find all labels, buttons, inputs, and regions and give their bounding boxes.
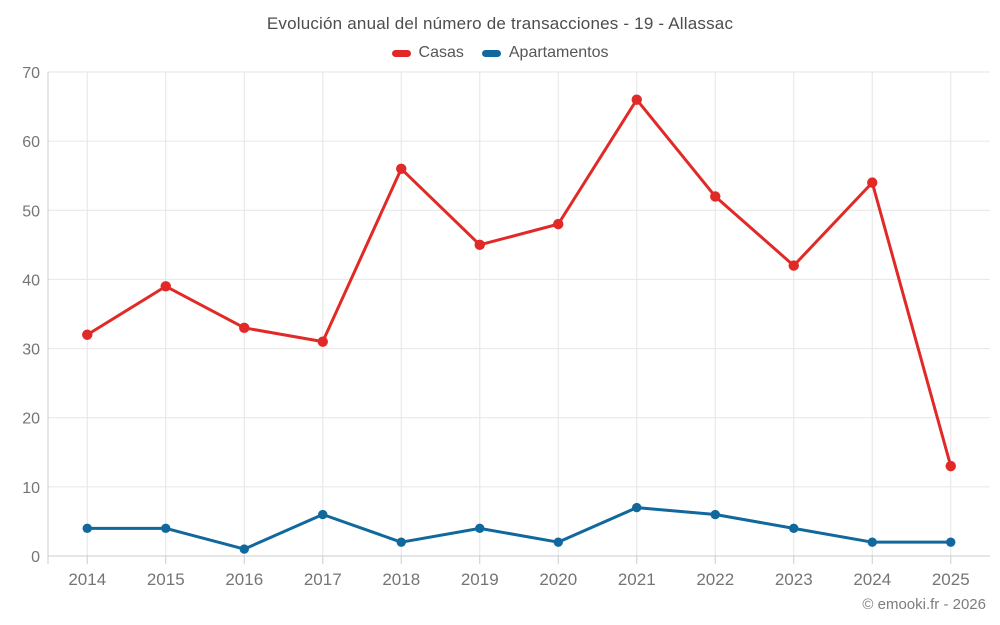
y-tick-label: 30 [22,342,40,359]
data-point-casas-2024[interactable] [867,177,878,188]
x-tick-label: 2015 [147,570,185,589]
x-tick-label: 2019 [461,570,499,589]
legend-item-apartamentos[interactable]: Apartamentos [481,44,609,62]
x-tick-label: 2017 [304,570,342,589]
series-line-apartamentos[interactable] [85,506,953,551]
data-point-apartamentos-2016[interactable] [239,544,249,554]
y-tick-label: 70 [22,65,40,82]
legend-label-casas: Casas [418,44,464,61]
data-point-casas-2023[interactable] [788,260,799,271]
data-point-apartamentos-2015[interactable] [161,523,171,534]
data-point-casas-2015[interactable] [160,281,171,292]
x-tick-label: 2020 [539,570,577,589]
data-point-casas-2025[interactable] [945,460,956,472]
data-point-casas-2022[interactable] [710,191,721,202]
data-point-casas-2019[interactable] [474,239,485,251]
x-tick-label: 2021 [618,570,656,589]
data-point-apartamentos-2020[interactable] [553,537,563,547]
legend-swatch-apartamentos [481,49,501,57]
data-point-casas-2020[interactable] [553,218,564,230]
y-tick-label: 40 [22,272,40,289]
legend-label-apartamentos: Apartamentos [508,44,609,61]
copyright-footer: © emooki.fr - 2026 [862,596,986,613]
data-point-apartamentos-2014[interactable] [82,523,92,534]
chart-title: Evolución anual del número de transaccio… [266,14,734,33]
data-point-casas-2017[interactable] [317,336,328,347]
data-point-apartamentos-2025[interactable] [946,537,956,547]
data-point-apartamentos-2023[interactable] [789,523,799,534]
series-line-casas[interactable] [85,98,953,468]
data-point-casas-2016[interactable] [239,322,250,334]
data-point-apartamentos-2017[interactable] [318,509,328,520]
data-point-casas-2014[interactable] [82,329,93,340]
legend-swatch-casas [391,49,411,57]
y-tick-label: 20 [22,411,40,428]
legend: Casas Apartamentos [0,44,1000,62]
y-tick-label: 50 [22,203,40,220]
data-point-casas-2021[interactable] [631,94,642,105]
data-point-apartamentos-2018[interactable] [396,537,406,547]
y-tick-label: 0 [31,549,40,566]
x-tick-label: 2022 [696,570,734,589]
data-point-apartamentos-2019[interactable] [475,523,485,534]
data-point-apartamentos-2022[interactable] [710,509,720,520]
x-tick-label: 2023 [775,570,813,589]
data-point-apartamentos-2021[interactable] [632,502,642,513]
data-point-casas-2018[interactable] [396,163,407,174]
x-tick-label: 2018 [382,570,420,589]
y-tick-label: 60 [22,134,40,151]
x-tick-label: 2014 [68,570,106,589]
x-tick-label: 2025 [932,570,970,589]
y-tick-label: 10 [22,480,40,497]
x-tick-label: 2016 [225,570,263,589]
x-tick-label: 2024 [853,570,891,589]
legend-item-casas[interactable]: Casas [391,44,464,62]
data-point-apartamentos-2024[interactable] [867,537,877,547]
